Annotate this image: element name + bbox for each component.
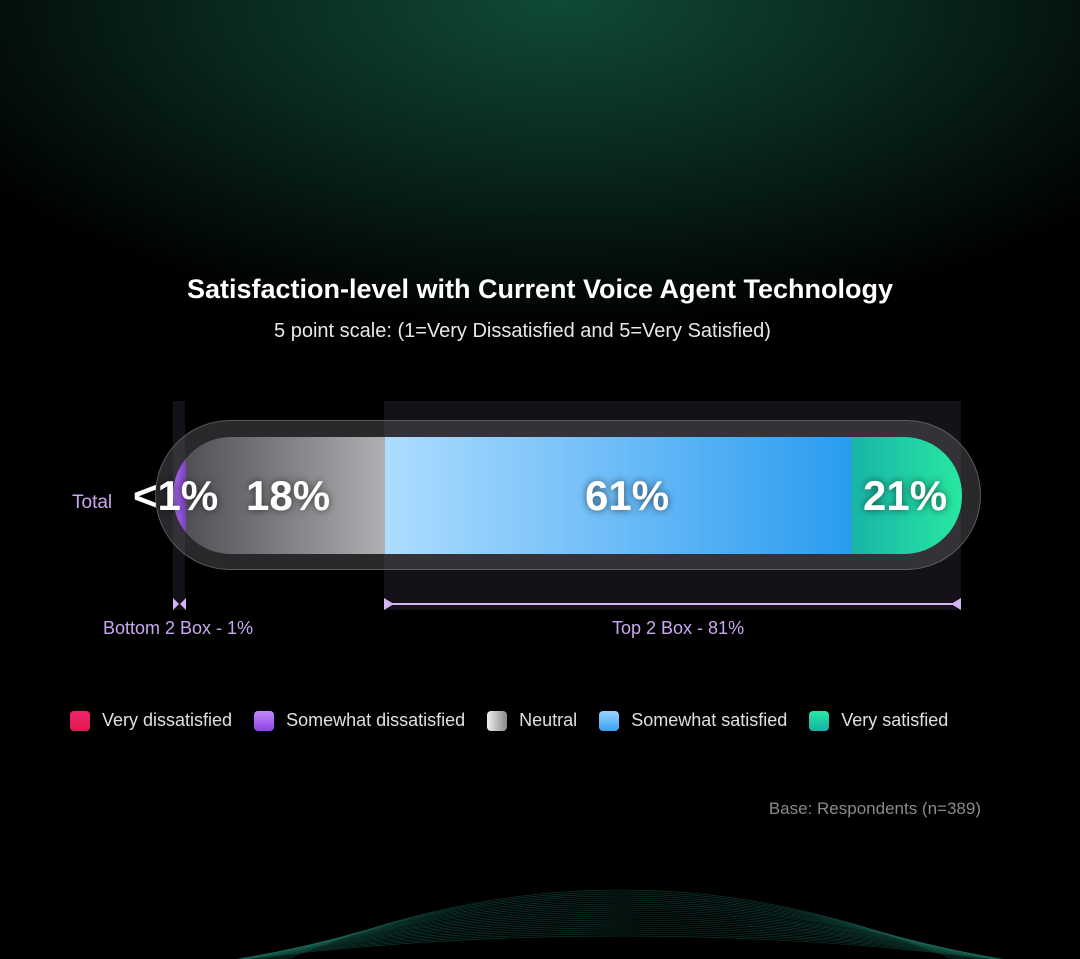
top-2-box-label: Top 2 Box - 81% xyxy=(612,618,745,638)
data-label-somewhat-dissatisfied: <1% xyxy=(133,472,219,519)
background-glow xyxy=(0,0,1080,420)
chart-subtitle: 5 point scale: (1=Very Dissatisfied and … xyxy=(274,320,771,342)
legend-item: Very satisfied xyxy=(809,710,948,731)
data-label-neutral: 18% xyxy=(246,472,331,519)
arc-line xyxy=(266,899,974,959)
bracket-top2-left xyxy=(384,598,394,610)
bar-segment-somewhat-satisfied xyxy=(385,437,851,554)
legend-item: Neutral xyxy=(487,710,577,731)
data-label-very-satisfied: 21% xyxy=(863,472,948,519)
legend-item: Somewhat satisfied xyxy=(599,710,787,731)
legend-label: Neutral xyxy=(519,710,578,730)
arc-line xyxy=(242,935,998,959)
legend-label: Somewhat dissatisfied xyxy=(286,710,466,730)
base-note: Base: Respondents (n=389) xyxy=(768,799,981,818)
legend-label: Very dissatisfied xyxy=(102,710,233,730)
legend-swatch xyxy=(599,710,620,731)
bar-segment-very-satisfied xyxy=(851,437,962,554)
legend-label: Somewhat satisfied xyxy=(631,710,788,730)
legend-item: Very dissatisfied xyxy=(70,710,232,731)
legend-item: Somewhat dissatisfied xyxy=(254,710,465,731)
chart-title: Satisfaction-level with Current Voice Ag… xyxy=(186,274,894,304)
bracket-top2-right xyxy=(951,598,961,610)
category-label: Total xyxy=(72,492,113,513)
legend: Very dissatisfied Somewhat dissatisfied … xyxy=(70,710,970,731)
legend-swatch xyxy=(809,710,830,731)
bottom-2-box-label: Bottom 2 Box - 1% xyxy=(103,618,254,638)
stacked-bar xyxy=(173,437,962,554)
arc-line xyxy=(240,933,1000,959)
bar-segment-neutral xyxy=(186,437,385,554)
legend-swatch xyxy=(487,710,508,731)
arc-line xyxy=(274,895,966,959)
arc-line xyxy=(237,929,1003,959)
bracket-top2 xyxy=(384,603,961,605)
bar-segment-somewhat-dissatisfied xyxy=(173,437,186,554)
arc-line xyxy=(270,897,970,959)
decorative-arcs xyxy=(236,889,1004,959)
arc-line xyxy=(263,901,977,959)
bracket-bottom2-left xyxy=(173,598,179,610)
data-label-somewhat-satisfied: 61% xyxy=(585,472,670,519)
arc-line xyxy=(238,931,1002,959)
legend-swatch xyxy=(70,710,90,731)
bracket-bottom2-right xyxy=(180,598,186,610)
legend-swatch xyxy=(254,710,275,731)
legend-label: Very satisfied xyxy=(841,710,949,730)
